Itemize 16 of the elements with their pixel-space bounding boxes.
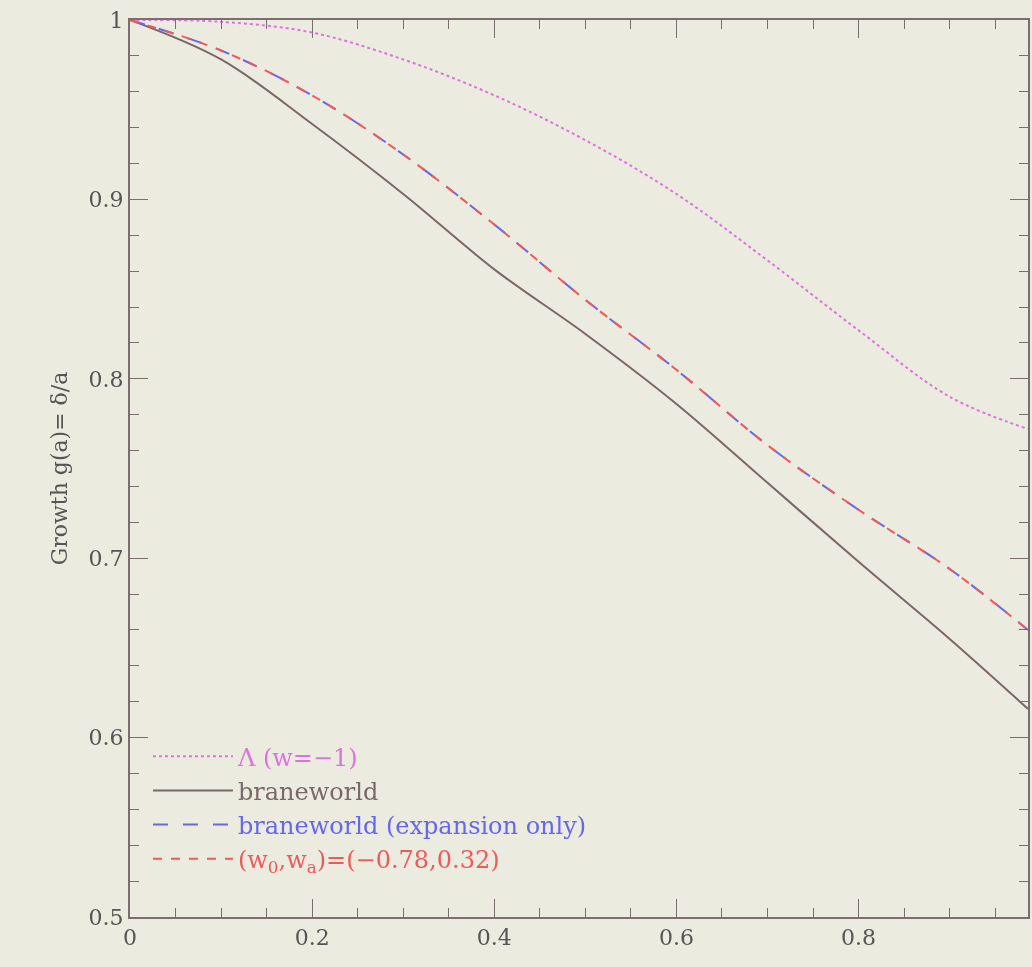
x-tick-label: 0.8 bbox=[841, 925, 877, 951]
legend-label: braneworld bbox=[237, 777, 379, 806]
y-tick-label: 0.9 bbox=[88, 187, 124, 213]
y-axis-title: Growth g(a)= δ/a bbox=[46, 371, 72, 566]
y-tick-label: 0.5 bbox=[88, 904, 124, 930]
y-tick-label: 0.8 bbox=[88, 366, 124, 392]
x-tick-label: 0.2 bbox=[294, 925, 330, 951]
x-tick-label: 0.6 bbox=[658, 925, 694, 951]
y-tick-label: 0.6 bbox=[88, 725, 124, 751]
legend-label: (w$_{0}$,w$_{a}$)=(−0.78,0.32) bbox=[237, 846, 500, 878]
legend-label: Λ (w=−1) bbox=[236, 743, 358, 772]
y-tick-label: 1 bbox=[109, 7, 124, 33]
legend-label: braneworld (expansion only) bbox=[237, 811, 587, 840]
x-tick-label: 0 bbox=[123, 925, 137, 951]
y-tick-label: 0.7 bbox=[88, 545, 124, 571]
x-tick-label: 0.4 bbox=[476, 925, 512, 951]
